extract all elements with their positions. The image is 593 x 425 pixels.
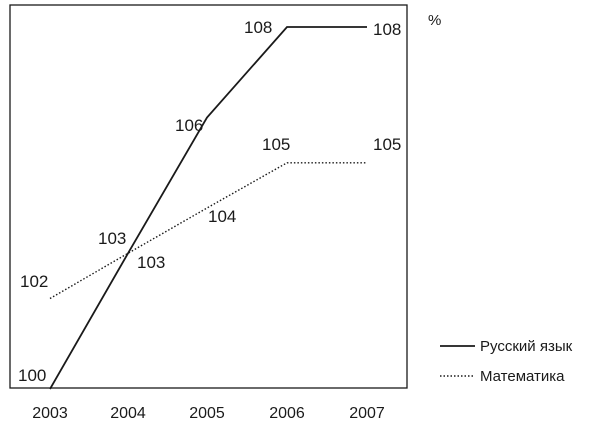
y-unit-label: % bbox=[428, 12, 441, 29]
data-label-s0-2006: 108 bbox=[244, 18, 272, 37]
plot-frame bbox=[9, 4, 408, 389]
data-label-s1-2007: 105 bbox=[373, 135, 401, 154]
data-label-s1-2004: 103 bbox=[137, 253, 165, 272]
data-label-s0-2004: 103 bbox=[98, 229, 126, 248]
x-tick-label-2007: 2007 bbox=[349, 405, 385, 422]
data-label-s0-2007: 108 bbox=[373, 20, 401, 39]
legend-label-1: Математика bbox=[480, 368, 565, 385]
data-label-s1-2006: 105 bbox=[262, 135, 290, 154]
legend-label-0: Русский язык bbox=[480, 338, 573, 355]
data-label-s1-2005: 104 bbox=[208, 207, 236, 226]
x-tick-label-2003: 2003 bbox=[32, 405, 68, 422]
legend: Русский язык Математика bbox=[440, 338, 573, 385]
x-tick-label-2004: 2004 bbox=[110, 405, 146, 422]
x-tick-label-2005: 2005 bbox=[189, 405, 225, 422]
x-tick-label-2006: 2006 bbox=[269, 405, 305, 422]
data-label-s1-2003: 102 bbox=[20, 272, 48, 291]
series-line-0 bbox=[49, 26, 367, 390]
series-line-1 bbox=[49, 162, 367, 300]
data-label-s0-2005: 106 bbox=[175, 116, 203, 135]
data-label-s0-2003: 100 bbox=[18, 366, 46, 385]
